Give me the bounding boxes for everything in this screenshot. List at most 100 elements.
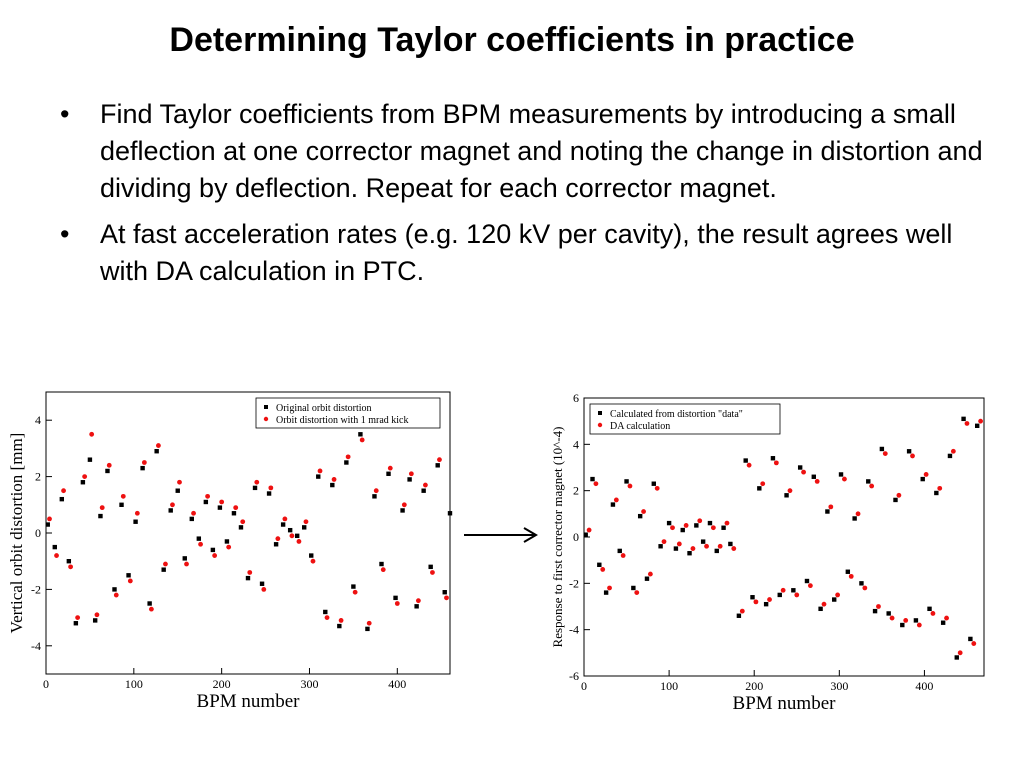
- data-point-square: [694, 523, 699, 528]
- data-point-square: [947, 453, 953, 459]
- data-point-circle: [170, 502, 175, 508]
- data-point-square: [886, 611, 891, 616]
- data-point-square: [414, 604, 419, 609]
- data-point-circle: [134, 510, 140, 516]
- data-point-square: [407, 477, 412, 482]
- data-point-square: [728, 541, 733, 547]
- data-point-circle: [978, 418, 983, 424]
- data-point-circle: [697, 518, 703, 524]
- x-tick-label: 300: [300, 677, 318, 691]
- data-point-circle: [408, 471, 414, 477]
- data-point-square: [52, 544, 57, 550]
- data-point-circle: [82, 474, 88, 479]
- data-point-circle: [896, 492, 902, 498]
- data-point-square: [147, 601, 152, 606]
- data-point-circle: [882, 451, 888, 456]
- data-point-circle: [127, 578, 133, 584]
- data-point-circle: [317, 468, 323, 474]
- y-tick-label: -4: [569, 623, 579, 637]
- y-tick-label: -6: [569, 669, 579, 683]
- data-point-circle: [437, 457, 442, 463]
- data-point-circle: [380, 567, 386, 573]
- data-point-circle: [205, 493, 211, 499]
- data-point-circle: [54, 553, 59, 558]
- y-tick-label: 2: [35, 470, 41, 484]
- data-point-circle: [676, 541, 682, 547]
- data-point-square: [838, 472, 844, 477]
- data-point-circle: [835, 592, 841, 598]
- data-point-square: [189, 516, 194, 522]
- data-point-square: [161, 567, 166, 572]
- data-point-square: [428, 564, 433, 570]
- data-point-circle: [683, 523, 689, 528]
- data-point-square: [447, 511, 453, 516]
- data-point-circle: [746, 462, 752, 468]
- legend-square-icon: [598, 411, 602, 415]
- data-point-square: [770, 456, 776, 461]
- data-point-circle: [184, 561, 189, 567]
- data-point-circle: [731, 546, 737, 551]
- data-point-circle: [923, 472, 929, 477]
- data-point-circle: [710, 525, 716, 531]
- data-point-circle: [345, 454, 351, 460]
- data-point-circle: [739, 608, 745, 614]
- plot-frame: [45, 391, 451, 675]
- data-point-circle: [600, 567, 606, 572]
- data-point-circle: [848, 573, 854, 579]
- data-point-circle: [444, 595, 449, 601]
- data-point-circle: [661, 539, 667, 545]
- data-point-square: [210, 547, 216, 553]
- data-point-circle: [366, 620, 372, 626]
- y-tick-label: 4: [573, 437, 579, 451]
- data-point-square: [266, 491, 272, 496]
- x-tick-label: 0: [43, 677, 49, 691]
- data-point-circle: [641, 509, 646, 514]
- data-point-square: [797, 465, 803, 470]
- data-point-square: [196, 536, 202, 541]
- data-point-square: [791, 588, 796, 593]
- legend-label: Orbit distortion with 1 mrad kick: [276, 415, 409, 426]
- data-point-circle: [120, 493, 126, 499]
- legend-label: DA calculation: [610, 421, 670, 432]
- data-point-square: [603, 590, 609, 595]
- data-point-circle: [163, 561, 168, 567]
- data-point-square: [818, 606, 823, 612]
- data-point-square: [217, 505, 223, 510]
- data-point-circle: [787, 488, 793, 494]
- data-point-square: [736, 613, 742, 618]
- data-point-square: [421, 488, 426, 493]
- data-point-square: [92, 618, 98, 623]
- data-point-square: [872, 608, 878, 614]
- data-point-square: [126, 573, 131, 578]
- x-axis-label: BPM number: [733, 693, 837, 714]
- y-tick-label: 2: [573, 484, 579, 498]
- data-point-square: [757, 486, 762, 491]
- data-point-circle: [177, 479, 182, 485]
- data-point-circle: [821, 601, 827, 607]
- corrector-response-chart-svg: 0 100 200 300 400 -6 -4 -2 0 2 4 6 BPM number Respons…: [550, 391, 985, 714]
- x-tick-label: 400: [915, 679, 933, 693]
- data-point-square: [680, 527, 685, 533]
- data-point-circle: [303, 519, 309, 525]
- legend-square-icon: [264, 405, 268, 409]
- data-point-circle: [780, 587, 786, 593]
- data-point-circle: [212, 553, 218, 558]
- data-point-square: [900, 622, 905, 628]
- data-point-square: [845, 569, 851, 574]
- y-tick-label: 0: [35, 526, 41, 540]
- data-point-circle: [869, 483, 875, 489]
- data-point-circle: [352, 589, 358, 595]
- data-point-circle: [61, 488, 66, 494]
- data-point-circle: [957, 650, 963, 656]
- data-point-square: [182, 556, 187, 561]
- bullet-list: • Find Taylor coefficients from BPM meas…: [58, 96, 998, 299]
- data-point-circle: [944, 615, 949, 621]
- right-arrow-icon: [464, 527, 538, 543]
- data-point-circle: [401, 502, 407, 508]
- data-point-circle: [937, 485, 943, 491]
- data-point-circle: [296, 539, 302, 544]
- x-tick-label: 300: [830, 679, 848, 693]
- legend-circle-icon: [263, 416, 269, 422]
- data-point-square: [358, 432, 363, 437]
- slide-title: Determining Taylor coefficients in pract…: [169, 21, 855, 59]
